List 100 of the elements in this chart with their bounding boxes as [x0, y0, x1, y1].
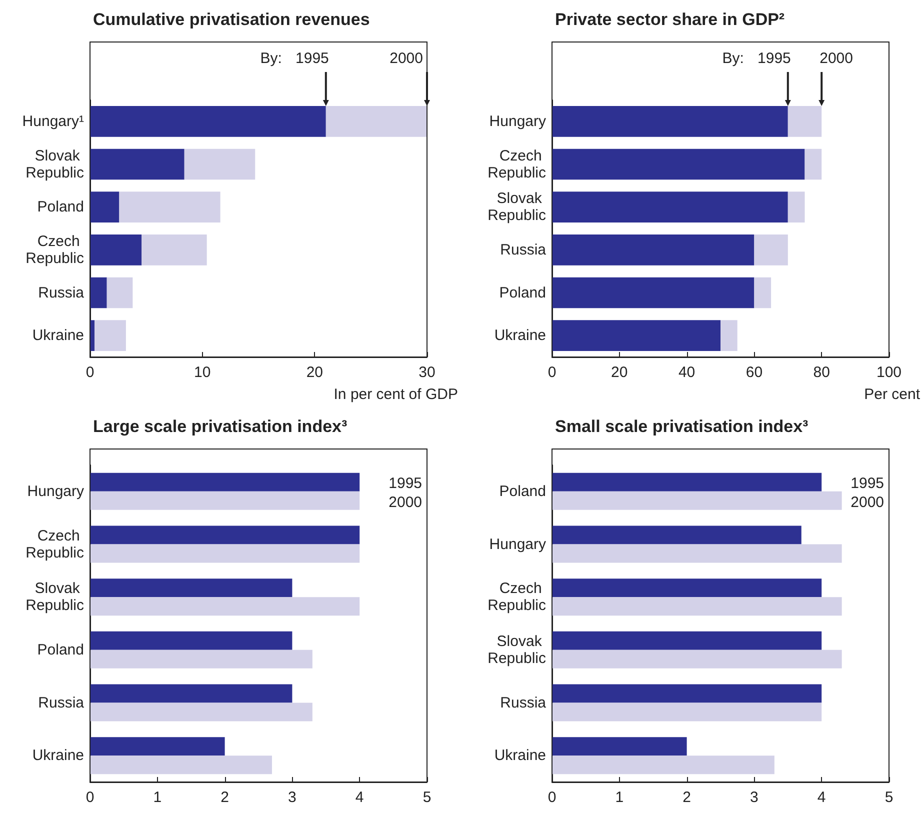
- bar: [90, 597, 360, 616]
- text: By:: [722, 50, 744, 67]
- bar: [90, 526, 360, 544]
- y-tick-label: Russia: [38, 284, 85, 302]
- x-axis-title: Per cent: [864, 386, 921, 403]
- chart-title: Private sector share in GDP²: [555, 10, 785, 29]
- bar: [552, 631, 822, 650]
- text: 1995: [758, 50, 791, 67]
- x-tick-label: 3: [750, 789, 758, 806]
- bar: [90, 756, 272, 774]
- bar: [552, 491, 842, 510]
- bar: [90, 544, 360, 563]
- y-tick-label: Russia: [500, 241, 547, 258]
- bar: [90, 650, 312, 668]
- text: 1995: [296, 50, 329, 67]
- x-tick-label: 30: [418, 364, 436, 381]
- x-axis-title: In per cent of GDP: [334, 386, 458, 403]
- y-tick-label: Poland: [37, 641, 84, 658]
- text: By:: [260, 50, 282, 67]
- series-label: 1995: [388, 475, 422, 492]
- bar: [552, 597, 842, 616]
- x-tick-label: 80: [813, 364, 830, 381]
- bar: [184, 148, 256, 180]
- y-tick-label: Poland: [37, 198, 84, 216]
- bar: [788, 192, 805, 223]
- x-tick-label: 3: [288, 789, 296, 806]
- x-tick-label: 0: [548, 364, 556, 381]
- x-tick-label: 5: [884, 789, 894, 806]
- bar: [90, 234, 142, 266]
- x-tick-label: 0: [86, 789, 94, 806]
- bar: [552, 526, 802, 544]
- bar: [754, 277, 772, 308]
- bar: [142, 234, 207, 266]
- x-tick-label: 1: [615, 789, 624, 806]
- y-tick-label: Russia: [38, 694, 85, 712]
- chart-title: Small scale privatisation index³: [555, 417, 809, 436]
- y-tick-label: Czech Republic: [26, 232, 84, 267]
- y-tick-label: Czech Republic: [488, 147, 546, 182]
- bar: [326, 106, 427, 137]
- y-tick-label: Hungary¹: [22, 112, 84, 130]
- y-tick-label: Ukraine: [494, 327, 546, 344]
- bar: [804, 148, 822, 180]
- bar: [90, 702, 312, 722]
- y-tick-label: Slovak Republic: [488, 632, 546, 667]
- x-tick-label: 0: [86, 364, 94, 381]
- bar: [552, 277, 754, 308]
- bar: [90, 491, 360, 510]
- x-tick-label: 20: [306, 364, 324, 381]
- y-tick-label: Slovak Republic: [26, 580, 84, 614]
- y-tick-label: Hungary: [489, 536, 546, 553]
- bar: [552, 544, 842, 563]
- bar: [552, 106, 788, 137]
- series-label: 1995: [850, 475, 884, 492]
- bar: [90, 472, 360, 492]
- y-tick-label: Ukraine: [32, 327, 84, 344]
- bar: [106, 277, 133, 308]
- x-tick-label: 0: [548, 789, 556, 806]
- bar: [90, 684, 292, 703]
- bar: [552, 650, 842, 668]
- y-tick-label: Slovak Republic: [488, 190, 546, 224]
- bar: [552, 234, 754, 266]
- bar: [552, 737, 687, 756]
- bar: [90, 578, 292, 598]
- bar: [90, 737, 225, 756]
- y-tick-label: Czech Republic: [26, 527, 84, 562]
- bar: [90, 320, 94, 352]
- x-tick-label: 10: [194, 364, 211, 381]
- bar: [552, 702, 822, 722]
- y-tick-label: Russia: [500, 694, 547, 712]
- x-tick-label: 2: [682, 789, 691, 806]
- chart-title: Large scale privatisation index³: [93, 417, 348, 436]
- bar: [90, 277, 107, 308]
- y-tick-label: Hungary: [489, 112, 546, 130]
- x-tick-label: 5: [422, 789, 432, 806]
- y-tick-label: Ukraine: [494, 747, 546, 764]
- x-tick-label: 4: [355, 789, 364, 806]
- bar: [94, 320, 126, 352]
- x-tick-label: 4: [817, 789, 826, 806]
- y-tick-label: Hungary: [27, 482, 84, 500]
- bar: [552, 578, 822, 598]
- bar: [90, 631, 292, 650]
- bar: [552, 472, 822, 492]
- bar: [788, 106, 822, 137]
- chart-title: Cumulative privatisation revenues: [93, 10, 370, 29]
- x-tick-label: 1: [153, 789, 162, 806]
- bar: [552, 192, 788, 223]
- bar: [754, 234, 788, 266]
- x-tick-label: 40: [678, 364, 696, 381]
- bar: [720, 320, 738, 352]
- x-tick-label: 60: [746, 364, 763, 381]
- bar: [552, 148, 805, 180]
- x-tick-label: 2: [220, 789, 229, 806]
- y-tick-label: Poland: [499, 284, 546, 302]
- series-label: 2000: [388, 494, 422, 511]
- y-tick-label: Slovak Republic: [26, 147, 84, 182]
- y-tick-label: Czech Republic: [488, 580, 546, 614]
- bar: [90, 192, 120, 223]
- y-tick-label: Poland: [499, 482, 546, 500]
- x-tick-label: 20: [611, 364, 628, 381]
- x-tick-label: 100: [876, 364, 902, 381]
